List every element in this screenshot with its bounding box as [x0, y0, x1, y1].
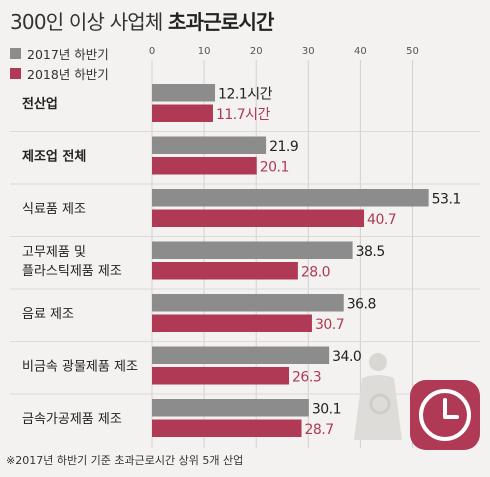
bar-2018-2	[152, 209, 365, 227]
clock-icon	[419, 389, 471, 441]
data-label-2017-0: 12.1시간	[218, 87, 273, 103]
data-label-2018-4: 30.7	[315, 317, 344, 333]
page-title: 300인 이상 사업체 초과근로시간	[10, 6, 274, 35]
data-label-2017-6: 30.1	[312, 402, 341, 418]
legend-swatch-2017	[10, 48, 21, 59]
x-tick-label-0: 0	[149, 46, 155, 57]
x-tick-label-10: 10	[198, 46, 211, 57]
title-bold: 초과근로시간	[168, 10, 274, 34]
data-label-2017-4: 36.8	[347, 297, 376, 313]
bar-2017-5	[152, 346, 330, 364]
data-label-2018-5: 26.3	[292, 370, 321, 386]
bar-2018-3	[152, 262, 298, 280]
legend-item-2018: 2018년 하반기	[10, 64, 109, 83]
category-label-3-0: 고무제품 및	[22, 245, 86, 260]
bar-2017-3	[152, 241, 353, 259]
category-label-6: 금속가공제품 제조	[22, 412, 122, 427]
data-label-2017-3: 38.5	[356, 244, 385, 260]
category-label-0: 전산업	[22, 96, 58, 112]
person-body-icon	[354, 375, 402, 440]
bar-2018-4	[152, 314, 312, 332]
legend-item-2017: 2017년 하반기	[10, 44, 109, 63]
x-tick-label-40: 40	[354, 46, 367, 57]
data-label-2017-1: 21.9	[269, 139, 298, 155]
legend-swatch-2018	[10, 68, 21, 79]
person-hand-icon	[369, 393, 391, 415]
category-label-2: 식료품 제조	[22, 202, 86, 217]
bar-2017-6	[152, 399, 309, 417]
bar-2017-2	[152, 189, 429, 207]
legend-label-2017: 2017년 하반기	[27, 47, 109, 62]
data-label-2018-6: 28.7	[305, 422, 334, 438]
bar-2018-1	[152, 157, 257, 175]
category-label-1: 제조업 전체	[22, 149, 86, 165]
x-tick-label-20: 20	[250, 46, 263, 57]
data-label-2017-2: 53.1	[432, 192, 461, 208]
data-label-2018-2: 40.7	[367, 212, 396, 228]
bar-2017-0	[152, 84, 216, 102]
x-tick-label-30: 30	[302, 46, 315, 57]
data-label-2017-5: 34.0	[332, 349, 361, 365]
bar-2018-0	[152, 104, 213, 122]
clock-hands-icon	[443, 398, 459, 419]
bar-2018-6	[152, 419, 302, 437]
title-normal: 300인 이상 사업체	[10, 10, 169, 34]
data-label-2018-3: 28.0	[301, 265, 330, 281]
data-label-2018-1: 20.1	[260, 160, 289, 176]
category-label-5: 비금속 광물제품 제조	[22, 360, 138, 375]
category-label-4: 음료 제조	[22, 307, 74, 322]
bar-2018-5	[152, 367, 290, 385]
x-tick-label-50: 50	[406, 46, 419, 57]
footnote: ※2017년 하반기 기준 초과근로시간 상위 5개 산업	[6, 454, 244, 467]
person-head-icon	[369, 353, 387, 371]
category-label-3-1: 플라스틱제품 제조	[22, 264, 122, 279]
bar-2017-4	[152, 294, 344, 312]
data-label-2018-0: 11.7시간	[216, 107, 271, 123]
bar-2017-1	[152, 136, 267, 154]
legend-label-2018: 2018년 하반기	[27, 67, 109, 82]
